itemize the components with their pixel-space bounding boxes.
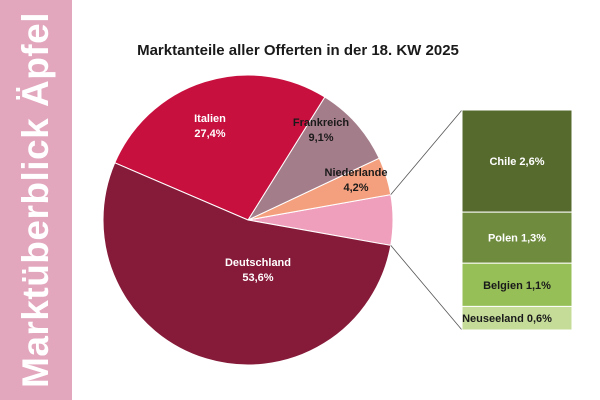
- bar-segment-neuseeland: [461, 305, 573, 331]
- pie-slice-italien: [114, 74, 326, 221]
- bar-label-belgien: Belgien 1,1%: [483, 280, 551, 292]
- bar-stack: Chile 2,6% Polen 1,3% Belgien 1,1% Neuseela…: [461, 109, 573, 331]
- bar-label-chile: Chile 2,6%: [489, 156, 544, 168]
- sidebar-band: Marktüberblick Äpfel: [0, 0, 72, 400]
- pie-label-deutschland: Deutschland: [225, 257, 291, 269]
- bar-label-neuseeland: Neuseeland 0,6%: [462, 313, 552, 325]
- pie-value-deutschland: 53,6%: [242, 272, 273, 284]
- bar-segment-belgien: [461, 262, 573, 307]
- pie-group: Deutschland 53,6% Italien 27,4% Frankreich 9,…: [102, 74, 394, 366]
- bar-segment-chile: [461, 109, 573, 213]
- bar-segment-polen: [461, 211, 573, 264]
- pie-slice-deutschland: [102, 162, 392, 366]
- pie-slice-frankreich: [246, 96, 380, 222]
- bar-label-polen: Polen 1,3%: [488, 233, 546, 245]
- connector-lines: [390, 109, 463, 331]
- pie-label-frankreich: Frankreich: [293, 117, 350, 129]
- pie-value-italien: 27,4%: [194, 128, 225, 140]
- pie-value-niederlande: 4,2%: [343, 182, 368, 194]
- pie-label-italien: Italien: [194, 113, 226, 125]
- pie-label-niederlande: Niederlande: [325, 167, 388, 179]
- chart-title: Marktanteile aller Offerten in der 18. K…: [137, 42, 459, 59]
- pie-value-frankreich: 9,1%: [308, 132, 333, 144]
- connector-line-bottom: [390, 245, 463, 331]
- connector-line-top: [390, 109, 463, 195]
